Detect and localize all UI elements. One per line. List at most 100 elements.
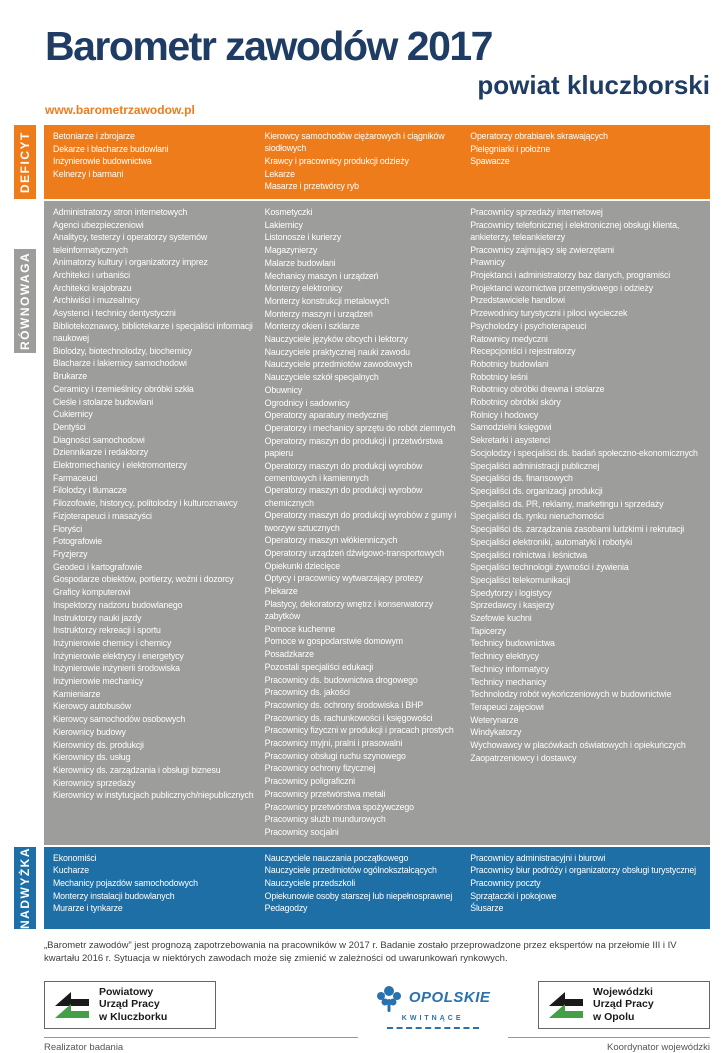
org-name-line: w Kluczborku [99,1010,168,1023]
section-tab-column: RÓWNOWAGA [14,201,36,845]
occupation-item: Dentyści [53,421,86,432]
occupation-item: Monterzy instalacji budowlanych [53,890,175,901]
occupation-item: Kierowcy samochodów ciężarowych i ciągni… [264,131,445,154]
occupation-item: Kelnerzy i barmani [53,169,124,180]
occupation-item: Instruktorzy nauki jazdy [53,612,142,623]
occupation-item: Operatorzy maszyn do produkcji wyrobów z… [264,510,457,533]
occupation-item: Robotnicy budowlani [470,358,549,369]
occupation-item: Przewodnicy turystyczni i piloci wyciecz… [470,308,628,319]
occupation-item: Pomoce w gospodarstwie domowym [264,636,403,647]
occupation-item: Ogrodnicy i sadownicy [264,397,350,408]
occupation-item: Dekarze i blacharze budowlani [53,143,169,154]
koordynator-caption: Koordynator wojewódzki [607,1041,710,1053]
occupation-item: Posadzkarze [264,649,314,660]
occupation-item: Nauczyciele przedmiotów ogólnokształcący… [264,865,437,876]
occupations-column: Ekonomiści Kucharze Mechanicy pojazdów sam… [53,852,254,916]
org-name-line: Powiatowy [99,985,154,998]
section-panel-deficyt: Betoniarze i zbrojarze Dekarze i blacharz… [44,125,710,200]
occupation-item: Technicy mechanicy [470,676,547,687]
dashed-decoration [386,1026,479,1029]
occupation-item: Specjaliści ds. finansowych [470,473,573,484]
opolskie-flower-icon [376,985,401,1012]
opolskie-tagline: KWITNĄCE [401,1014,464,1022]
page-title: Barometr zawodów 2017 [45,23,494,69]
occupation-item: Operatorzy obrabiarek skrawających [470,131,608,141]
realizator-block: Powiatowy Urząd Pracy w Kluczborku Reali… [44,980,358,1053]
occupation-item: Windykatorzy [470,727,522,738]
occupation-item: Specjaliści ds. PR, reklamy, marketingu … [470,498,664,509]
occupation-item: Kucharze [53,865,89,876]
occupation-item: Spedytorzy i logistycy [470,587,552,598]
occupation-item: Monterzy elektronicy [264,283,343,294]
opolskie-logo: OPOLSKIE KWITNĄCE [358,981,508,1029]
occupation-item: Recepcjoniści i rejestratorzy [470,346,576,357]
occupation-item: Operatorzy maszyn do produkcji wyrobów c… [264,485,423,508]
occupation-item: Analitycy, testerzy i operatorzy systemó… [53,232,208,255]
occupation-item: Kierownicy ds. produkcji [53,739,144,750]
occupation-item: Pracownicy przetwórstwa metali [264,788,386,799]
occupation-item: Sprzątaczki i pokojowe [470,890,557,901]
occupation-item: Inżynierowie elektrycy i energetycy [53,650,184,661]
occupation-item: Pedagodzy [264,903,308,914]
occupation-item: Ślusarze [470,903,504,914]
occupation-item: Specjaliści ds. organizacji produkcji [470,485,603,496]
occupation-item: Nauczyciele praktycznej nauki zawodu [264,346,410,357]
occupation-item: Agenci ubezpieczeniowi [53,219,144,230]
occupation-item: Pracownicy ds. ochrony środowiska i BHP [264,699,424,710]
occupation-item: Robotnicy obróbki skóry [470,397,561,408]
occupation-item: Nauczyciele przedmiotów zawodowych [264,359,413,370]
org-name-line: Urząd Pracy [99,998,160,1011]
occupation-item: Biolodzy, biotechnolodzy, biochemicy [53,345,193,356]
occupation-item: Lakiernicy [264,219,303,230]
occupation-item: Kierownicy ds. zarządzania i obsługi biz… [53,764,221,775]
website-link[interactable]: www.barometrzawodow.pl [45,103,195,117]
occupation-item: Specjaliści ds. zarządzania zasobami lud… [470,524,685,535]
occupation-item: Specjaliści ds. rynku nieruchomości [470,511,604,522]
page-subtitle: powiat kluczborski [477,70,710,100]
occupation-item: Bibliotekoznawcy, bibliotekarze i specja… [53,320,253,344]
occupation-item: Optycy i pracownicy wytwarzający protezy [264,573,423,584]
occupation-item: Operatorzy maszyn włókienniczych [264,535,398,546]
occupation-item: Pracownicy poligraficzni [264,776,355,787]
org-name-line: w Opolu [593,1010,635,1023]
occupation-item: Kierownicy sprzedaży [53,777,136,788]
occupation-item: Pracownicy fizyczni w produkcji i pracac… [264,725,454,736]
occupation-item: Architekci krajobrazu [53,282,132,293]
section-rownowaga: RÓWNOWAGA Administratorzy stron internet… [14,201,710,845]
occupation-item: Zaopatrzeniowcy i dostawcy [470,752,577,763]
occupations-column: Operatorzy obrabiarek skrawających Pielęg… [470,130,701,193]
occupation-item: Pracownicy myjni, pralni i prasowalni [264,738,403,749]
occupation-item: Pracownicy ds. rachunkowości i księgowoś… [264,712,433,723]
occupation-item: Cieśle i stolarze budowlani [53,396,154,407]
occupation-item: Elektromechanicy i elektromonterzy [53,460,187,471]
occupation-item: Architekci i urbaniści [53,270,130,281]
occupation-item: Nauczyciele szkół specjalnych [264,372,379,383]
occupation-item: Blacharze i lakiernicy samochodowi [53,358,187,369]
occupation-item: Pracownicy poczty [470,878,541,889]
occupation-item: Inżynierowie mechanicy [53,676,144,687]
occupation-item: Sekretarki i asystenci [470,435,551,446]
occupation-item: Pracownicy zajmujący się zwierzętami [470,244,614,255]
occupations-column: Kosmetyczki Lakiernicy Listonosze i kurier… [265,206,460,839]
footer-logos: Powiatowy Urząd Pracy w Kluczborku Reali… [44,980,710,1053]
occupation-item: Pracownicy ochrony fizycznej [264,763,376,774]
occupation-item: Mechanicy maszyn i urządzeń [264,270,379,281]
occupations-column: Administratorzy stron internetowych Agenc… [53,206,254,839]
occupation-item: Magazynierzy [264,245,318,256]
occupation-item: Pracownicy biur podróży i organizatorzy … [470,865,696,876]
section-tab-column: DEFICYT [14,125,36,200]
occupation-item: Operatorzy maszyn do produkcji wyrobów c… [264,460,423,483]
occupation-item: Animatorzy kultury i organizatorzy impre… [53,257,208,268]
occupation-item: Kierownicy ds. usług [53,752,131,763]
occupation-item: Pracownicy socjalni [264,826,339,837]
occupation-item: Cukiernicy [53,409,93,420]
occupations-column: Pracownicy administracyjni i biurowi Prac… [470,852,701,916]
occupation-item: Masarze i przetwórcy ryb [264,181,359,192]
occupation-item: Pielęgniarki i położne [470,143,551,154]
occupation-item: Technicy informatycy [470,663,549,674]
occupation-item: Dziennikarze i redaktorzy [53,447,149,458]
section-tab-rownowaga: RÓWNOWAGA [14,249,36,354]
occupation-item: Pozostali specjaliści edukacji [264,661,374,672]
realizator-caption: Realizator badania [44,1041,124,1053]
occupation-item: Specjaliści technologii żywności i żywie… [470,562,629,573]
